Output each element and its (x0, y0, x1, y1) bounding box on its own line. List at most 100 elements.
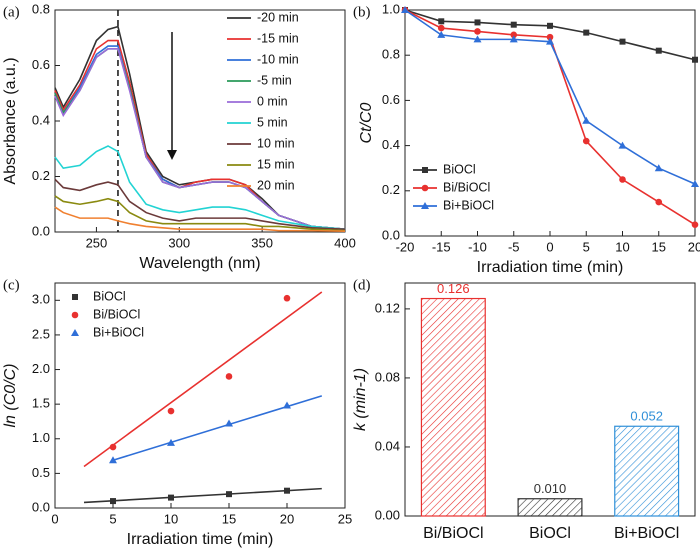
marker (691, 221, 699, 228)
y-tick-label: 0.2 (382, 182, 400, 197)
fit-line (112, 395, 323, 461)
legend-label: Bi/BiOCl (93, 307, 140, 321)
y-tick-label: 0.4 (382, 137, 400, 152)
series-line (54, 48, 346, 231)
y-tick-label: 0.04 (375, 438, 400, 453)
legend-label: 5 min (257, 115, 288, 129)
y-tick-label: 0.00 (375, 507, 400, 522)
marker (438, 18, 445, 25)
y-tick-label: 0.6 (382, 92, 400, 107)
x-axis-label: Irradiation time (min) (477, 259, 624, 276)
y-tick-label: 0.5 (32, 465, 50, 480)
panel-label: (b) (353, 4, 371, 20)
legend-label: Bi+BiOCl (93, 325, 144, 339)
legend-marker (71, 329, 79, 336)
x-axis-label: Irradiation time (min) (127, 531, 274, 548)
legend-label: -20 min (257, 10, 299, 24)
x-tick-label: 15 (652, 239, 666, 254)
marker (109, 456, 117, 464)
series-line (54, 25, 346, 231)
legend-marker (72, 294, 78, 300)
series-line (54, 178, 346, 231)
marker (109, 443, 117, 451)
x-tick-label: 250 (86, 235, 108, 250)
marker (167, 407, 175, 415)
legend-marker (421, 202, 429, 209)
marker (618, 141, 627, 149)
y-tick-label: 1.0 (32, 430, 50, 445)
marker (283, 294, 291, 302)
x-tick-label: 20 (280, 511, 294, 526)
marker (225, 373, 233, 380)
fit-line (83, 291, 323, 468)
marker (546, 33, 554, 41)
legend-label: -15 min (257, 31, 299, 45)
value-label: 0.052 (630, 409, 663, 424)
x-tick-label: 350 (251, 235, 273, 250)
series-line (54, 145, 346, 231)
marker (619, 176, 626, 183)
marker (401, 6, 409, 13)
x-tick-label: BiOCl (529, 525, 571, 542)
x-axis-label: Wavelength (nm) (139, 255, 260, 272)
legend-label: 10 min (257, 136, 295, 150)
legend-label: BiOCl (93, 289, 126, 303)
y-tick-label: 0.12 (375, 300, 400, 315)
legend-marker (421, 184, 429, 192)
y-axis-label: ln (C0/C) (2, 363, 19, 427)
x-tick-label: -20 (396, 239, 415, 254)
marker (582, 137, 590, 145)
y-tick-label: 2.5 (32, 326, 50, 341)
y-tick-label: 0.4 (32, 112, 50, 127)
marker (110, 498, 116, 505)
x-tick-label: 0 (51, 511, 58, 526)
marker (655, 198, 663, 206)
marker (225, 419, 233, 427)
legend-marker (71, 311, 79, 319)
plot-frame (54, 282, 346, 509)
bar (420, 297, 486, 517)
marker (284, 487, 290, 494)
value-label: 0.010 (534, 481, 567, 496)
y-tick-label: 0.6 (32, 57, 50, 72)
marker (546, 37, 554, 45)
panel-label: (a) (3, 4, 20, 20)
marker (654, 164, 663, 172)
y-axis-label: k (min-1) (352, 368, 369, 431)
x-tick-label: 300 (168, 235, 190, 250)
marker (437, 30, 446, 38)
legend-label: 15 min (257, 157, 295, 171)
marker (437, 24, 445, 32)
series-line (54, 195, 346, 232)
arrow-head (167, 150, 177, 160)
legend-label: -5 min (257, 73, 292, 87)
y-tick-label: 1.5 (32, 396, 50, 411)
marker (510, 21, 517, 28)
x-tick-label: 15 (222, 511, 236, 526)
x-tick-label: 25 (338, 511, 352, 526)
y-tick-label: 1.0 (382, 1, 400, 16)
x-tick-label: -10 (468, 239, 487, 254)
legend-label: Bi/BiOCl (443, 180, 490, 194)
y-axis-label: Absorbance (a.u.) (2, 57, 19, 184)
x-tick-label: 10 (615, 239, 629, 254)
x-tick-label: -15 (432, 239, 451, 254)
marker (474, 28, 481, 35)
y-tick-label: 0.08 (375, 369, 400, 384)
x-tick-label: Bi/BiOCl (423, 525, 483, 542)
marker (283, 401, 291, 409)
x-tick-label: 5 (109, 511, 116, 526)
marker (655, 47, 662, 54)
marker (692, 56, 698, 63)
x-tick-label: 0 (546, 239, 553, 254)
y-tick-label: 0.0 (382, 227, 400, 242)
marker (474, 19, 481, 26)
x-tick-label: 20 (688, 239, 700, 254)
marker (509, 35, 518, 43)
y-axis-label: Ct/C0 (358, 102, 375, 143)
marker (226, 491, 232, 498)
plot-frame (54, 9, 346, 233)
panel-label: (c) (3, 277, 20, 293)
bar (614, 425, 680, 517)
